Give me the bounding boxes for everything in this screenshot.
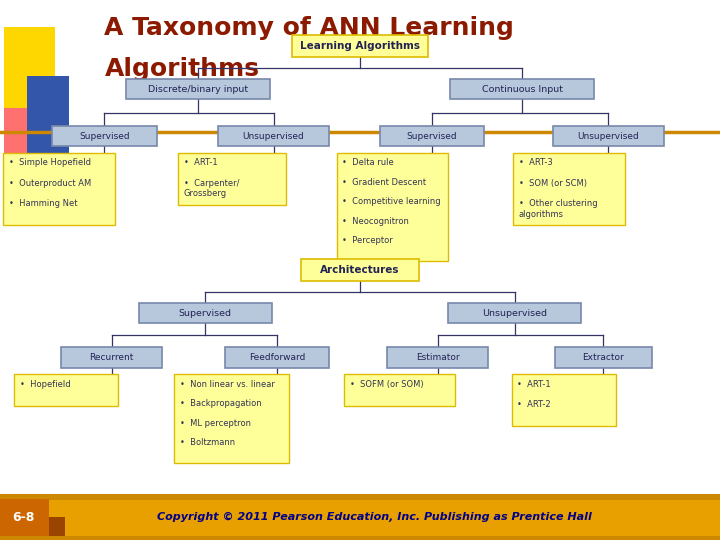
FancyBboxPatch shape — [450, 79, 594, 99]
FancyBboxPatch shape — [448, 303, 581, 323]
Text: Architectures: Architectures — [320, 265, 400, 275]
FancyBboxPatch shape — [301, 259, 419, 281]
Text: •  SOM (or SCM): • SOM (or SCM) — [518, 179, 587, 188]
Text: •  Hamming Net: • Hamming Net — [9, 199, 78, 208]
FancyBboxPatch shape — [138, 303, 271, 323]
FancyBboxPatch shape — [387, 347, 488, 368]
Bar — [0, 536, 720, 540]
Text: •  Delta rule: • Delta rule — [343, 158, 394, 167]
Text: •  Outerproduct AM: • Outerproduct AM — [9, 179, 91, 188]
FancyBboxPatch shape — [52, 126, 156, 146]
Bar — [0, 500, 49, 536]
Bar — [4, 108, 43, 173]
FancyBboxPatch shape — [14, 374, 118, 406]
Text: Supervised: Supervised — [79, 132, 130, 140]
Text: •  Neocognitron: • Neocognitron — [343, 217, 409, 226]
Text: •  Non linear vs. linear: • Non linear vs. linear — [180, 380, 275, 389]
FancyBboxPatch shape — [344, 374, 456, 406]
Text: Unsupervised: Unsupervised — [243, 132, 305, 140]
FancyBboxPatch shape — [511, 374, 616, 426]
FancyBboxPatch shape — [217, 126, 330, 146]
FancyBboxPatch shape — [4, 153, 115, 225]
Bar — [27, 76, 69, 157]
Bar — [4, 27, 55, 130]
Text: •  Carpenter/
Grossberg: • Carpenter/ Grossberg — [184, 179, 239, 198]
FancyBboxPatch shape — [61, 347, 162, 368]
Text: Unsupervised: Unsupervised — [482, 309, 547, 318]
Bar — [49, 517, 65, 536]
Text: •  ML perceptron: • ML perceptron — [180, 418, 251, 428]
Text: Unsupervised: Unsupervised — [577, 132, 639, 140]
Text: Supervised: Supervised — [407, 132, 457, 140]
FancyBboxPatch shape — [513, 153, 625, 225]
FancyBboxPatch shape — [292, 35, 428, 57]
FancyBboxPatch shape — [126, 79, 270, 99]
Text: Supervised: Supervised — [179, 309, 232, 318]
Text: Algorithms: Algorithms — [104, 57, 259, 80]
Text: •  Simple Hopefield: • Simple Hopefield — [9, 158, 91, 167]
Bar — [0, 494, 720, 500]
Text: Estimator: Estimator — [416, 353, 459, 362]
Text: •  Perceptor: • Perceptor — [343, 236, 393, 245]
Text: •  Boltzmann: • Boltzmann — [180, 438, 235, 447]
Text: •  Other clustering
algorithms: • Other clustering algorithms — [518, 199, 598, 219]
Text: •  ART-3: • ART-3 — [518, 158, 552, 167]
Text: Feedforward: Feedforward — [249, 353, 305, 362]
FancyBboxPatch shape — [337, 153, 448, 261]
Text: •  Backpropagation: • Backpropagation — [180, 399, 261, 408]
FancyBboxPatch shape — [178, 153, 286, 205]
Text: Extractor: Extractor — [582, 353, 624, 362]
Text: A Taxonomy of ANN Learning: A Taxonomy of ANN Learning — [104, 16, 514, 40]
Text: •  ART-1: • ART-1 — [184, 158, 217, 167]
Text: Discrete/binary input: Discrete/binary input — [148, 85, 248, 93]
Text: •  Hopefield: • Hopefield — [20, 380, 71, 389]
Text: Continuous Input: Continuous Input — [482, 85, 562, 93]
Text: •  ART-2: • ART-2 — [518, 400, 551, 409]
Text: Recurrent: Recurrent — [89, 353, 134, 362]
FancyBboxPatch shape — [554, 347, 652, 368]
Text: Learning Algorithms: Learning Algorithms — [300, 41, 420, 51]
FancyBboxPatch shape — [553, 126, 665, 146]
Bar — [0, 500, 720, 540]
FancyBboxPatch shape — [380, 126, 484, 146]
Text: •  Competitive learning: • Competitive learning — [343, 197, 441, 206]
Text: •  SOFM (or SOM): • SOFM (or SOM) — [350, 380, 423, 389]
Text: Copyright © 2011 Pearson Education, Inc. Publishing as Prentice Hall: Copyright © 2011 Pearson Education, Inc.… — [157, 512, 592, 522]
Text: •  Gradient Descent: • Gradient Descent — [343, 178, 426, 187]
FancyBboxPatch shape — [225, 347, 330, 368]
Text: 6-8: 6-8 — [12, 511, 35, 524]
FancyBboxPatch shape — [174, 374, 289, 463]
Text: •  ART-1: • ART-1 — [518, 380, 551, 389]
